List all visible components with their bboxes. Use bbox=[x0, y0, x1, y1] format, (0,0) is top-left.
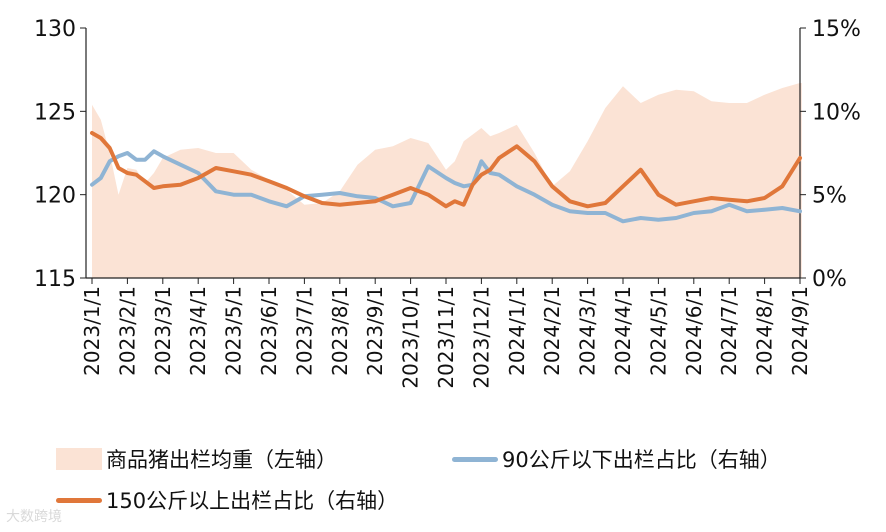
x-tick-label: 2023/9/1 bbox=[363, 286, 387, 376]
legend-swatch-area bbox=[56, 448, 102, 470]
x-tick-label: 2024/1/1 bbox=[505, 286, 529, 376]
y-right-tick-label: 0% bbox=[812, 267, 847, 292]
x-tick-label: 2023/12/1 bbox=[469, 286, 493, 389]
legend-label-avg-weight: 商品猪出栏均重（左轴） bbox=[106, 448, 337, 472]
y-right-tick-label: 5% bbox=[812, 184, 847, 209]
y-left-tick-label: 130 bbox=[34, 17, 76, 42]
legend-swatch-blue-line bbox=[452, 456, 498, 462]
y-right-tick-label: 15% bbox=[812, 17, 861, 42]
y-left-tick-label: 125 bbox=[34, 100, 76, 125]
x-tick-label: 2024/4/1 bbox=[611, 286, 635, 376]
y-left-tick-label: 115 bbox=[34, 267, 76, 292]
x-tick-label: 2023/11/1 bbox=[434, 286, 458, 389]
y-left-tick-label: 120 bbox=[34, 184, 76, 209]
x-tick-label: 2024/3/1 bbox=[576, 286, 600, 376]
x-tick-label: 2023/3/1 bbox=[151, 286, 175, 376]
watermark-text: 大数跨境 bbox=[6, 509, 62, 525]
watermark-logo: 大数跨境 bbox=[6, 506, 62, 526]
x-tick-label: 2024/2/1 bbox=[540, 286, 564, 376]
legend-item-avg-weight: 商品猪出栏均重（左轴） bbox=[56, 444, 337, 474]
x-tick-label: 2023/4/1 bbox=[186, 286, 210, 376]
line-series-above-150kg bbox=[90, 131, 802, 209]
x-tick-label: 2023/10/1 bbox=[399, 286, 423, 389]
x-tick-label: 2023/1/1 bbox=[80, 286, 104, 376]
x-tick-label: 2024/5/1 bbox=[646, 286, 670, 376]
x-tick-label: 2023/6/1 bbox=[257, 286, 281, 376]
x-tick-label: 2024/7/1 bbox=[717, 286, 741, 376]
legend-item-below-90kg: 90公斤以下出栏占比（右轴） bbox=[452, 444, 781, 474]
y-right-tick-label: 10% bbox=[812, 100, 861, 125]
legend-item-above-150kg: 150公斤以上出栏占比（右轴） bbox=[56, 485, 398, 515]
x-tick-label: 2023/2/1 bbox=[115, 286, 139, 376]
legend-swatch-orange-line bbox=[56, 497, 102, 503]
line-series-below-90kg bbox=[90, 149, 802, 224]
axes bbox=[85, 28, 801, 279]
x-tick-label: 2024/8/1 bbox=[753, 286, 777, 376]
x-tick-label: 2023/8/1 bbox=[328, 286, 352, 376]
legend-label-below-90kg: 90公斤以下出栏占比（右轴） bbox=[502, 448, 781, 472]
legend-label-above-150kg: 150公斤以上出栏占比（右轴） bbox=[106, 489, 399, 513]
x-tick-label: 2023/5/1 bbox=[222, 286, 246, 376]
x-tick-label: 2024/9/1 bbox=[788, 286, 812, 376]
x-tick-label: 2024/6/1 bbox=[682, 286, 706, 376]
x-tick-label: 2023/7/1 bbox=[292, 286, 316, 376]
